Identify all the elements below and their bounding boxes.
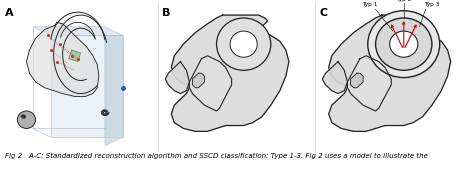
Polygon shape	[351, 73, 363, 88]
Polygon shape	[165, 62, 190, 94]
Circle shape	[390, 31, 418, 57]
Polygon shape	[105, 35, 123, 146]
Text: Typ 2: Typ 2	[396, 0, 411, 2]
Circle shape	[18, 111, 36, 128]
Polygon shape	[322, 62, 347, 94]
Text: C: C	[319, 8, 328, 18]
Circle shape	[368, 11, 440, 78]
Polygon shape	[27, 22, 99, 97]
Polygon shape	[190, 56, 232, 111]
Text: A: A	[5, 8, 14, 18]
Polygon shape	[33, 27, 123, 35]
Polygon shape	[171, 15, 289, 131]
Circle shape	[217, 18, 271, 70]
Circle shape	[230, 31, 257, 57]
Polygon shape	[51, 35, 123, 137]
Polygon shape	[347, 56, 391, 111]
Polygon shape	[69, 50, 81, 62]
Text: Typ 1: Typ 1	[362, 2, 377, 7]
Text: Fig 2   A-C: Standardized reconstruction algorithm and SSCD classification: Type: Fig 2 A-C: Standardized reconstruction a…	[5, 153, 428, 159]
Polygon shape	[192, 73, 204, 88]
Text: B: B	[162, 8, 171, 18]
Polygon shape	[328, 15, 451, 131]
Text: Typ 3: Typ 3	[424, 2, 440, 7]
Circle shape	[375, 18, 432, 70]
